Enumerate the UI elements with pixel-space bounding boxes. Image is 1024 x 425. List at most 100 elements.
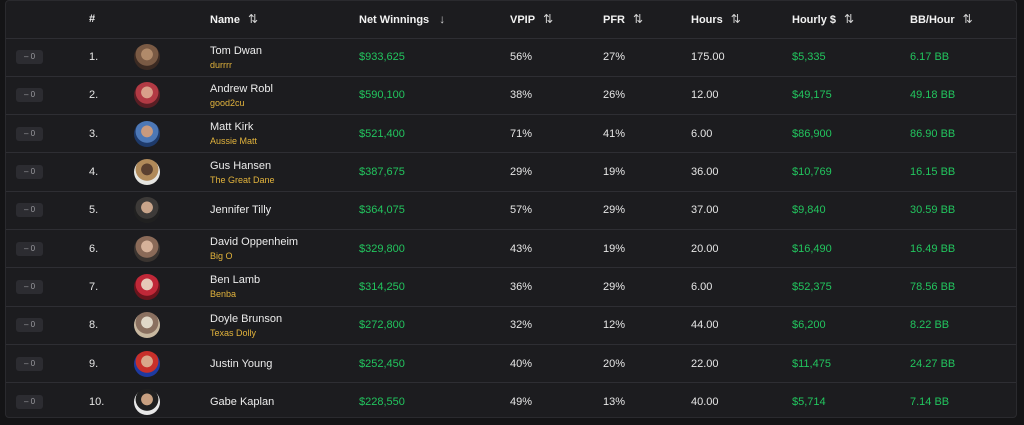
pfr-header[interactable]: PFR ⇅	[603, 12, 644, 27]
avatar[interactable]	[134, 120, 160, 147]
avatar[interactable]	[134, 312, 160, 339]
hours-cell: 40.00	[691, 396, 719, 409]
bb-hour-header[interactable]: BB/Hour ⇅	[910, 12, 973, 27]
rank-change-cell: – 0	[6, 344, 89, 382]
table-row[interactable]: – 0 8. Doyle Brunson Texas Dolly $272,800 32%…	[6, 306, 1016, 344]
bb-hour-cell: 16.15 BB	[910, 166, 956, 179]
name-cell[interactable]: David Oppenheim Big O	[210, 229, 359, 267]
player-name[interactable]: Doyle Brunson	[210, 312, 283, 325]
player-name[interactable]: Tom Dwan	[210, 44, 262, 57]
bb-hour-cell: 78.56 BB	[910, 280, 956, 293]
player-name[interactable]: Gus Hansen	[210, 159, 272, 172]
vpip-cell: 57%	[510, 204, 533, 217]
leaderboard-table: # Name ⇅ Net Winnings ↓ VPIP ⇅ PFR ⇅ Hours ⇅ …	[6, 1, 1016, 417]
player-name[interactable]: Andrew Robl	[210, 82, 273, 95]
net-winnings-cell: $314,250	[359, 280, 405, 293]
name-cell[interactable]: Matt Kirk Aussie Matt	[210, 115, 359, 153]
table-row[interactable]: – 0 6. David Oppenheim Big O $329,800 43% 19% 2…	[6, 229, 1016, 267]
bb-hour-cell: 86.90 BB	[910, 127, 956, 140]
hourly-cell: $52,375	[792, 280, 832, 293]
table-row[interactable]: – 0 2. Andrew Robl good2cu $590,100 38% 26% 12.…	[6, 76, 1016, 114]
hours-cell: 20.00	[691, 242, 719, 255]
player-name[interactable]: Matt Kirk	[210, 121, 254, 134]
avatar[interactable]	[134, 273, 160, 300]
vpip-header[interactable]: VPIP ⇅	[510, 12, 554, 27]
pfr-cell: 20%	[603, 357, 626, 370]
bb-hour-cell: 24.27 BB	[910, 357, 956, 370]
name-header[interactable]: Name ⇅	[210, 12, 259, 27]
vpip-cell: 29%	[510, 166, 533, 179]
avatar[interactable]	[134, 350, 160, 377]
table-row[interactable]: – 0 10. Gabe Kaplan $228,550 49% 13% 40.00 $5,7…	[6, 382, 1016, 417]
hours-cell: 22.00	[691, 357, 719, 370]
rank-change-cell: – 0	[6, 229, 89, 267]
rank-change-cell: – 0	[6, 191, 89, 229]
name-cell[interactable]: Tom Dwan durrrr	[210, 38, 359, 76]
hourly-cell: $11,475	[792, 357, 831, 370]
player-name[interactable]: Justin Young	[210, 357, 273, 370]
name-cell[interactable]: Jennifer Tilly	[210, 191, 359, 229]
hours-cell: 37.00	[691, 204, 719, 217]
sort-both-icon[interactable]: ⇅	[730, 12, 741, 27]
change-header	[6, 1, 89, 38]
rank-change-badge: – 0	[16, 126, 43, 141]
rank-cell: 3.	[89, 127, 99, 140]
pfr-cell: 29%	[603, 204, 626, 217]
sort-both-icon[interactable]: ⇅	[543, 12, 554, 27]
player-name[interactable]: Ben Lamb	[210, 274, 261, 287]
avatar[interactable]	[134, 389, 160, 416]
avatar-cell	[134, 115, 210, 153]
name-cell[interactable]: Doyle Brunson Texas Dolly	[210, 306, 359, 344]
avatar-cell	[134, 191, 210, 229]
net-winnings-cell: $252,450	[359, 357, 405, 370]
table-row[interactable]: – 0 4. Gus Hansen The Great Dane $387,675 29%…	[6, 152, 1016, 191]
hourly-cell: $5,335	[792, 51, 826, 64]
name-cell[interactable]: Gus Hansen The Great Dane	[210, 153, 359, 191]
hourly-header[interactable]: Hourly $ ⇅	[792, 12, 855, 27]
player-name[interactable]: Gabe Kaplan	[210, 396, 275, 409]
rank-change-badge: – 0	[16, 356, 43, 371]
avatar-cell	[134, 383, 210, 417]
avatar[interactable]	[134, 159, 160, 186]
avatar[interactable]	[134, 44, 160, 71]
name-cell[interactable]: Andrew Robl good2cu	[210, 76, 359, 114]
table-row[interactable]: – 0 9. Justin Young $252,450 40% 20% 22.00 $11,…	[6, 344, 1016, 382]
pfr-cell: 19%	[603, 166, 626, 179]
hours-header[interactable]: Hours ⇅	[691, 12, 741, 27]
avatar[interactable]	[134, 82, 160, 109]
table-row[interactable]: – 0 7. Ben Lamb Benba $314,250 36% 29% 6.00 $52,…	[6, 267, 1016, 306]
net-winnings-header[interactable]: Net Winnings ↓	[359, 12, 446, 27]
hourly-cell: $5,714	[792, 396, 826, 409]
hourly-cell: $10,769	[792, 166, 832, 179]
table-row[interactable]: – 0 3. Matt Kirk Aussie Matt $521,400 71% 41% 6…	[6, 114, 1016, 153]
avatar[interactable]	[134, 197, 160, 224]
player-alias: Texas Dolly	[210, 327, 257, 338]
hours-cell: 6.00	[691, 280, 713, 293]
name-cell[interactable]: Justin Young	[210, 344, 359, 382]
name-cell[interactable]: Gabe Kaplan	[210, 383, 359, 417]
vpip-cell: 71%	[510, 127, 533, 140]
arrow-down-icon[interactable]: ↓	[439, 12, 446, 27]
player-alias: Aussie Matt	[210, 136, 258, 147]
sort-both-icon[interactable]: ⇅	[247, 12, 259, 27]
rank-cell: 9.	[89, 357, 99, 370]
table-row[interactable]: – 0 5. Jennifer Tilly $364,075 57% 29% 37.00 $9…	[6, 191, 1016, 229]
hours-cell: 6.00	[691, 127, 713, 140]
hourly-cell: $49,175	[792, 89, 832, 102]
sort-both-icon[interactable]: ⇅	[962, 12, 973, 27]
hours-cell: 12.00	[691, 89, 719, 102]
bb-hour-cell: 8.22 BB	[910, 319, 950, 332]
avatar-cell	[134, 229, 210, 267]
avatar[interactable]	[134, 235, 160, 262]
net-winnings-cell: $933,625	[359, 51, 405, 64]
vpip-cell: 56%	[510, 51, 533, 64]
vpip-cell: 38%	[510, 89, 533, 102]
bb-hour-cell: 49.18 BB	[910, 89, 956, 102]
table-row[interactable]: – 0 1. Tom Dwan durrrr $933,625 56% 27% 175.00 $…	[6, 38, 1016, 76]
player-name[interactable]: Jennifer Tilly	[210, 204, 272, 217]
name-cell[interactable]: Ben Lamb Benba	[210, 268, 359, 306]
player-name[interactable]: David Oppenheim	[210, 236, 299, 249]
vpip-cell: 40%	[510, 357, 533, 370]
sort-both-icon[interactable]: ⇅	[633, 12, 644, 27]
sort-both-icon[interactable]: ⇅	[844, 12, 855, 27]
